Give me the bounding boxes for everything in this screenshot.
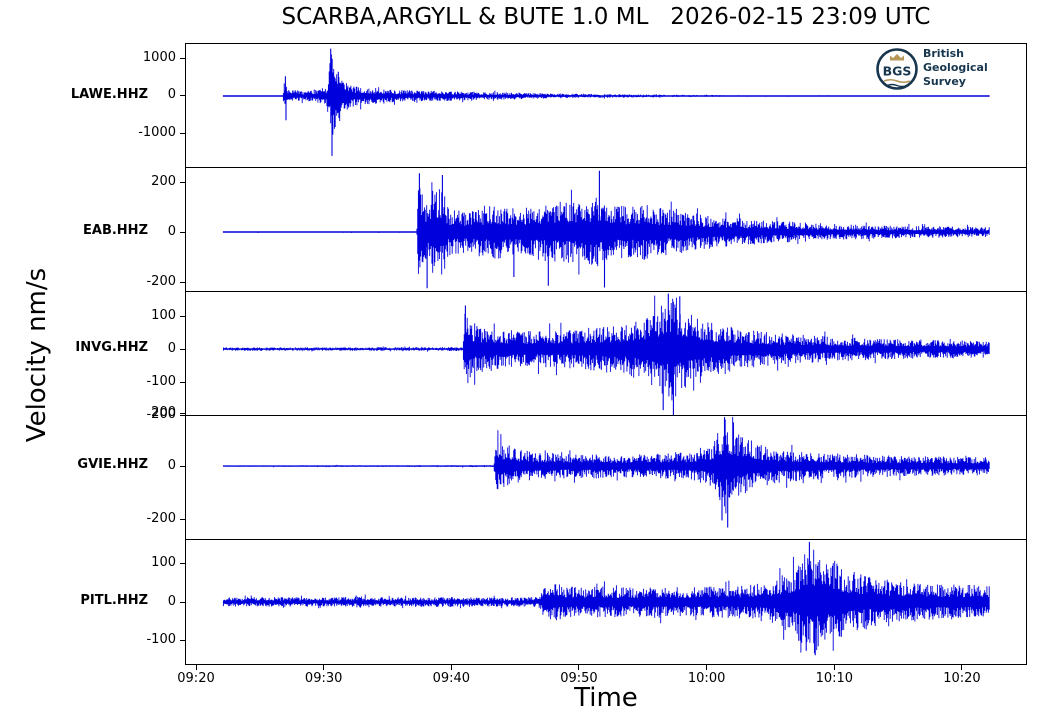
- y-tick-mark: [180, 281, 185, 283]
- y-tick-label: -200: [146, 406, 176, 422]
- y-tick-mark: [180, 231, 185, 233]
- y-tick-label: -200: [146, 273, 176, 289]
- spike-path: [418, 170, 606, 289]
- trace-EAB.HHZ: [222, 170, 990, 289]
- wave-line-icon: [886, 83, 908, 88]
- trace-PITL.HHZ: [222, 541, 990, 656]
- waveform-path: [222, 549, 990, 654]
- channel-label-LAWE.HHZ: LAWE.HHZ: [70, 86, 148, 102]
- x-tick-label: 09:50: [560, 671, 598, 686]
- y-tick-label: 1000: [142, 49, 176, 65]
- y-tick-mark: [180, 348, 185, 350]
- crown-icon: [890, 54, 904, 61]
- y-tick-label: 100: [151, 555, 176, 571]
- y-tick-mark: [180, 465, 185, 467]
- plot-area: [185, 43, 1027, 665]
- x-tick-label: 10:00: [687, 671, 726, 686]
- bgs-text-line1: British: [923, 47, 964, 60]
- y-tick-mark: [180, 381, 185, 383]
- y-tick-label: 0: [167, 593, 176, 609]
- x-tick-mark: [195, 665, 197, 670]
- y-tick-label: -200: [146, 510, 176, 526]
- bgs-logo: BGS British Geological Survey: [873, 44, 1007, 94]
- waveform-path: [222, 182, 990, 275]
- x-tick-mark: [450, 665, 452, 670]
- spike-path: [721, 417, 734, 528]
- channel-label-GVIE.HHZ: GVIE.HHZ: [77, 457, 148, 473]
- bgs-text-line2: Geological: [923, 61, 988, 74]
- wave-line-icon: [883, 78, 911, 84]
- waveform-path: [222, 54, 990, 135]
- x-tick-label: 09:40: [432, 671, 471, 686]
- bgs-abbr: BGS: [883, 64, 912, 79]
- bgs-text-line3: Survey: [923, 75, 966, 88]
- y-tick-label: 0: [167, 457, 176, 473]
- x-tick-mark: [323, 665, 325, 670]
- figure-title: SCARBA,ARGYLL & BUTE 1.0 ML 2026-02-15 2…: [281, 4, 931, 30]
- x-tick-label: 09:30: [304, 671, 343, 686]
- y-tick-label: -1000: [138, 125, 176, 141]
- x-tick-mark: [578, 665, 580, 670]
- x-tick-mark: [961, 665, 963, 670]
- panel-GVIE.HHZ: [186, 416, 1026, 540]
- trace-LAWE.HHZ: [222, 48, 990, 156]
- y-tick-label: -100: [146, 373, 176, 389]
- channel-label-INVG.HHZ: INVG.HHZ: [75, 340, 148, 356]
- spike-path: [464, 293, 681, 415]
- spike-path: [284, 48, 339, 156]
- x-axis-label: Time: [574, 683, 638, 713]
- y-tick-mark: [180, 57, 185, 59]
- y-tick-mark: [180, 563, 185, 565]
- y-tick-label: 0: [167, 223, 176, 239]
- trace-INVG.HHZ: [222, 293, 990, 415]
- y-tick-label: 100: [151, 307, 176, 323]
- panel-INVG.HHZ: [186, 292, 1026, 416]
- panel-PITL.HHZ: [186, 540, 1026, 664]
- y-tick-mark: [180, 315, 185, 317]
- y-tick-label: 0: [167, 87, 176, 103]
- x-tick-label: 10:10: [815, 671, 854, 686]
- y-tick-mark: [180, 601, 185, 603]
- y-tick-mark: [180, 412, 185, 414]
- channel-label-EAB.HHZ: EAB.HHZ: [83, 223, 148, 238]
- waveform-path: [222, 416, 990, 514]
- x-tick-label: 09:20: [177, 671, 215, 686]
- x-tick-label: 10:20: [943, 671, 981, 686]
- y-tick-mark: [180, 414, 185, 416]
- y-tick-mark: [180, 639, 185, 641]
- y-tick-label: 200: [151, 173, 176, 189]
- y-tick-label: -100: [146, 631, 176, 647]
- panel-EAB.HHZ: [186, 168, 1026, 292]
- waveform-path: [222, 295, 990, 401]
- y-tick-mark: [180, 181, 185, 183]
- x-tick-mark: [706, 665, 708, 670]
- spike-path: [805, 541, 816, 656]
- y-tick-mark: [180, 518, 185, 520]
- panel-LAWE.HHZ: [186, 44, 1026, 168]
- y-tick-label: 200: [151, 404, 176, 420]
- y-tick-mark: [180, 95, 185, 97]
- channel-label-PITL.HHZ: PITL.HHZ: [80, 593, 148, 608]
- y-tick-mark: [180, 133, 185, 135]
- y-tick-label: 0: [167, 340, 176, 356]
- x-tick-mark: [833, 665, 835, 670]
- bgs-logo-circle: [876, 48, 918, 90]
- bgs-logo-graphic: BGS British Geological Survey: [876, 47, 988, 90]
- trace-GVIE.HHZ: [222, 416, 990, 528]
